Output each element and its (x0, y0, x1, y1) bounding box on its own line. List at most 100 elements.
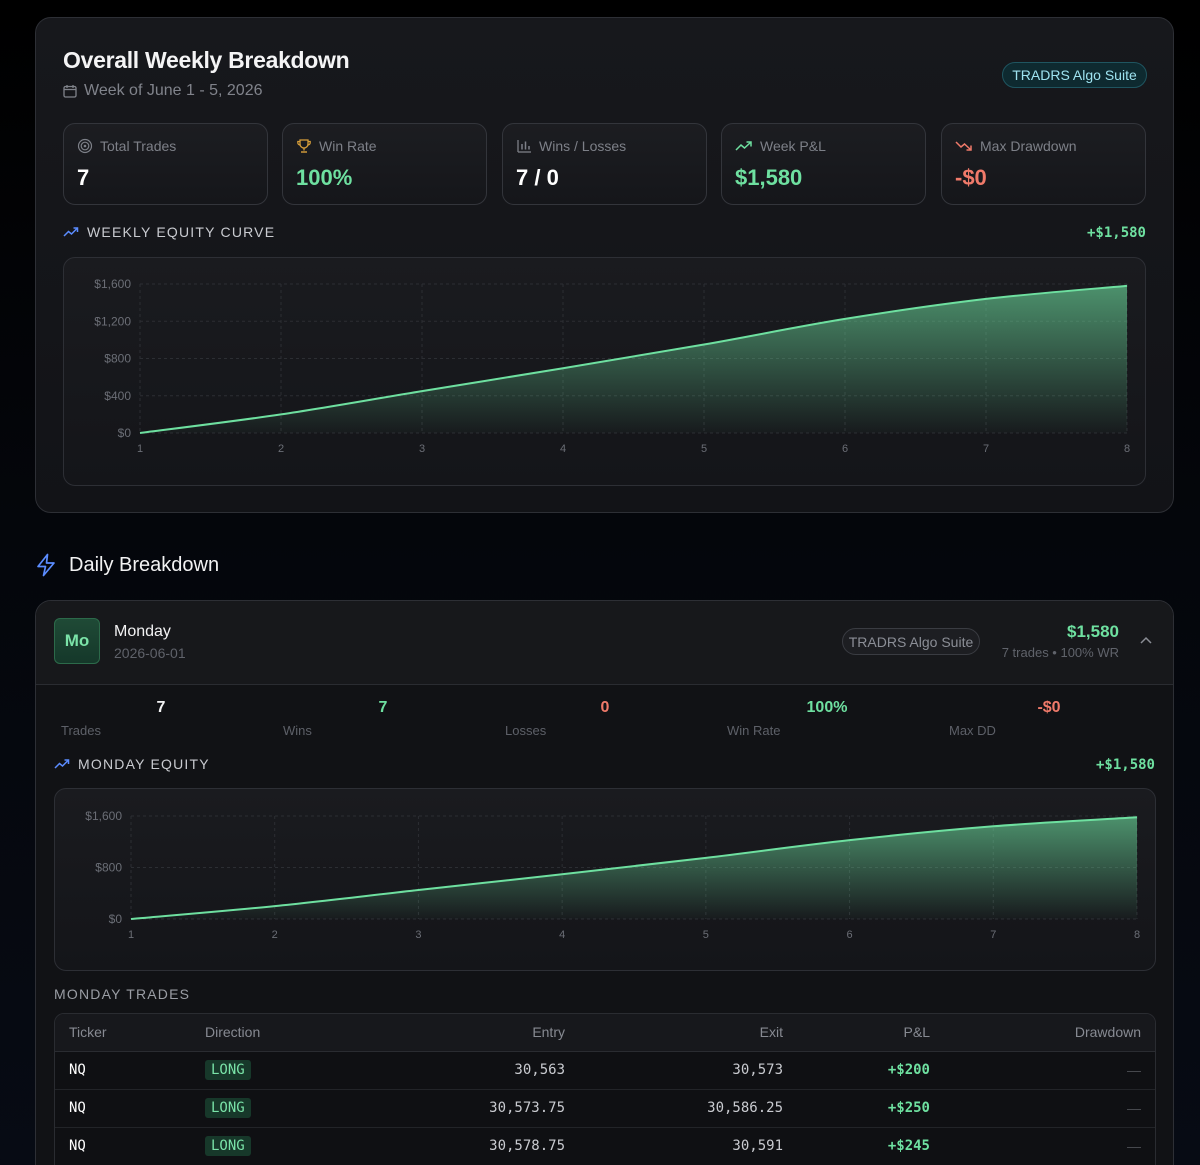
day-stat-value: 0 (600, 699, 610, 716)
column-header-drawdown[interactable]: Drawdown (944, 1014, 1155, 1052)
x-tick-label: 2 (272, 929, 278, 941)
cell-drawdown: — (944, 1051, 1155, 1090)
stat-value: 7 / 0 (516, 165, 559, 190)
equity-line (130, 816, 1138, 920)
y-tick-label: $0 (109, 912, 123, 926)
day-stat-label: Wins (283, 723, 312, 738)
chevron-up-icon[interactable] (1139, 635, 1153, 645)
bar-chart-icon (517, 140, 531, 153)
weekly-equity-heading: WEEKLY EQUITY CURVE (63, 224, 275, 240)
x-tick-label: 5 (703, 929, 709, 941)
day-stat-label: Losses (505, 723, 547, 738)
cell-entry: 30,573.75 (361, 1089, 579, 1128)
day-stat-trades: 7 Trades (61, 699, 261, 738)
monday-trades-heading: MONDAY TRADES (54, 986, 190, 1002)
week-range: Week of June 1 - 5, 2026 (63, 82, 262, 100)
y-tick-label: $1,200 (94, 314, 131, 328)
x-tick-label: 8 (1124, 443, 1130, 455)
target-icon (77, 138, 93, 154)
equity-line (139, 284, 1128, 434)
column-header-pnl[interactable]: P&L (797, 1014, 944, 1052)
day-date: 2026-06-01 (114, 645, 186, 661)
y-tick-label: $1,600 (85, 809, 122, 823)
day-avatar: Mo (54, 618, 100, 664)
day-stat-value: -$0 (1037, 699, 1061, 716)
stat-value: 100% (296, 165, 353, 190)
cell-exit: 30,591 (579, 1127, 797, 1165)
cell-entry: 30,578.75 (361, 1127, 579, 1165)
x-tick-label: 1 (128, 929, 134, 941)
stat-card-wins-losses: Wins / Losses 7 / 0 (502, 123, 707, 205)
weekly-equity-total: +$1,580 (1086, 225, 1146, 241)
day-stat-max-dd: -$0 Max DD (949, 699, 1149, 738)
day-stat-label: Max DD (949, 723, 996, 738)
stat-value: $1,580 (735, 165, 803, 190)
y-tick-label: $800 (95, 861, 122, 875)
day-summary: 7 trades • 100% WR (1001, 645, 1119, 660)
day-stat-label: Win Rate (727, 723, 781, 738)
table-row[interactable]: NQ LONG 30,563 30,573 +$200— (55, 1051, 1155, 1090)
stat-card-max-drawdown: Max Drawdown -$0 (941, 123, 1146, 205)
stat-card-week-pnl: Week P&L $1,580 (721, 123, 926, 205)
stat-card-win-rate: Win Rate 100% (282, 123, 487, 205)
cell-direction: LONG (191, 1051, 361, 1090)
cell-drawdown: — (944, 1127, 1155, 1165)
monday-equity-heading: MONDAY EQUITY (54, 756, 210, 772)
x-tick-label: 1 (137, 443, 143, 455)
daily-breakdown-title: Daily Breakdown (69, 553, 220, 576)
stat-label: Wins / Losses (539, 138, 627, 154)
stat-value: -$0 (955, 165, 987, 190)
cell-entry: 30,563 (361, 1051, 579, 1090)
weekly-breakdown-panel: Overall Weekly Breakdown Week of June 1 … (35, 17, 1174, 513)
cell-direction: LONG (191, 1127, 361, 1165)
week-label: Week of June 1 - 5, 2026 (84, 82, 263, 99)
column-header-exit[interactable]: Exit (579, 1014, 797, 1052)
source-badge[interactable]: TRADRS Algo Suite (842, 628, 980, 655)
cell-ticker: NQ (55, 1127, 191, 1165)
cell-exit: 30,573 (579, 1051, 797, 1090)
monday-equity-chart: $0 $800 $1,600 1 2 3 4 5 6 7 8 (54, 788, 1156, 971)
stat-card-total-trades: Total Trades 7 (63, 123, 268, 205)
x-tick-label: 4 (560, 443, 566, 455)
x-tick-label: 8 (1134, 929, 1140, 941)
monday-equity-total: +$1,580 (1095, 757, 1155, 773)
stat-label: Max Drawdown (980, 138, 1077, 154)
x-tick-label: 7 (990, 929, 996, 941)
monday-equity-chart-svg: $0 $800 $1,600 1 2 3 4 5 6 7 8 (85, 809, 1140, 941)
column-header-ticker[interactable]: Ticker (55, 1014, 191, 1052)
day-stat-losses: 0 Losses (505, 699, 705, 738)
y-tick-label: $1,600 (94, 277, 131, 291)
stat-value: 7 (77, 165, 90, 190)
day-stat-value: 7 (156, 699, 166, 716)
stat-label: Week P&L (760, 138, 826, 154)
day-pnl: $1,580 (1067, 622, 1119, 641)
trades-table: Ticker Direction Entry Exit P&L Drawdown… (54, 1013, 1156, 1165)
daily-breakdown-heading: Daily Breakdown (35, 553, 219, 577)
equity-area (131, 817, 1137, 919)
y-tick-label: $400 (104, 389, 131, 403)
table-row[interactable]: NQ LONG 30,578.75 30,591 +$245— (55, 1127, 1155, 1165)
weekly-equity-title: WEEKLY EQUITY CURVE (87, 224, 276, 240)
stat-label: Total Trades (100, 138, 177, 154)
x-tick-label: 5 (701, 443, 707, 455)
day-stat-wins: 7 Wins (283, 699, 483, 738)
source-badge[interactable]: TRADRS Algo Suite (1002, 62, 1147, 88)
x-tick-label: 6 (847, 929, 853, 941)
day-stat-win-rate: 100% Win Rate (727, 699, 927, 738)
monday-equity-title: MONDAY EQUITY (78, 756, 210, 772)
trades-table-body: NQ LONG 30,563 30,573 +$200— NQ LONG 30,573.75 3… (55, 1051, 1155, 1165)
x-tick-label: 4 (559, 929, 565, 941)
column-header-entry[interactable]: Entry (361, 1014, 579, 1052)
stat-label: Win Rate (319, 138, 377, 154)
weekly-equity-chart-svg: $0 $400 $800 $1,200 $1,600 1 2 3 4 5 6 7 8 (94, 277, 1130, 455)
trending-up-icon (63, 227, 79, 237)
x-tick-label: 3 (415, 929, 421, 941)
day-card-monday: Mo Monday 2026-06-01 TRADRS Algo Suite $… (35, 600, 1174, 1165)
column-header-direction[interactable]: Direction (191, 1014, 361, 1052)
table-row[interactable]: NQ LONG 30,573.75 30,586.25 +$250— (55, 1089, 1155, 1128)
lightning-icon (37, 553, 55, 577)
trending-down-icon (955, 141, 972, 151)
y-tick-label: $800 (104, 352, 131, 366)
weekly-equity-chart: $0 $400 $800 $1,200 $1,600 1 2 3 4 5 6 7 8 (63, 257, 1146, 486)
day-card-header[interactable]: Mo Monday 2026-06-01 TRADRS Algo Suite $… (36, 601, 1173, 685)
